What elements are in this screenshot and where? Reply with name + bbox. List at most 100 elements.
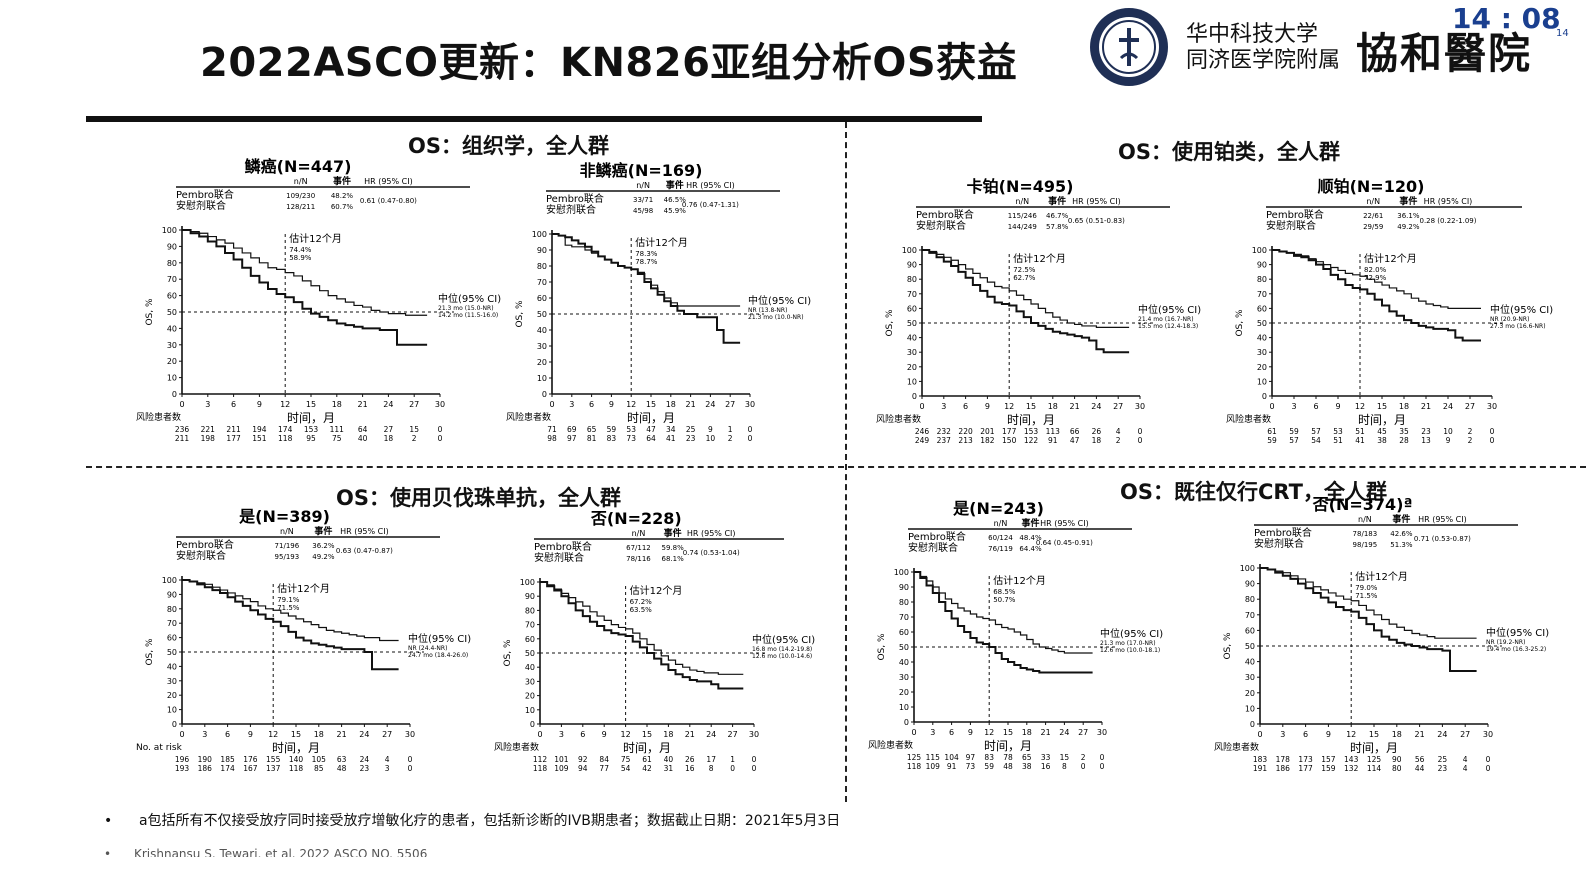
- risk-count: 41: [1355, 436, 1365, 445]
- risk-count: 59: [1289, 427, 1299, 436]
- km-plot-cisplatin: 顺铂(N=120)n/N 事件 HR (95% CI)Pembro联合 22/61 36…: [1226, 177, 1553, 445]
- risk-count: 150: [1002, 436, 1017, 445]
- risk-count: 0: [1138, 427, 1143, 436]
- risk-count: 0: [408, 764, 413, 773]
- legend-header: HR (95% CI): [364, 177, 413, 186]
- legend-label: Pembro联合: [546, 192, 604, 205]
- y-tick-label: 40: [537, 326, 547, 335]
- risk-count: 2: [728, 434, 733, 443]
- median-value: 21.4 mo (16.7-NR): [1138, 316, 1194, 323]
- y-tick-label: 70: [537, 278, 547, 287]
- risk-count: 91: [947, 762, 957, 771]
- risk-count: 48: [1003, 762, 1013, 771]
- risk-count: 26: [685, 755, 695, 764]
- landmark-value: 72.9%: [1364, 274, 1387, 282]
- x-tick-label: 9: [1326, 730, 1331, 739]
- risk-count: 125: [907, 753, 922, 762]
- footnote-reference: • Krishnansu S. Tewari, et al. 2022 ASCO…: [104, 847, 427, 857]
- x-tick-label: 0: [919, 402, 924, 411]
- x-tick-label: 21: [1041, 728, 1051, 737]
- risk-count: 45: [1377, 427, 1387, 436]
- y-tick-label: 80: [907, 275, 917, 284]
- y-axis-label: OS, %: [1235, 309, 1245, 337]
- legend-header: HR (95% CI): [340, 527, 389, 536]
- legend-header: n/N: [294, 177, 308, 186]
- y-tick-label: 80: [537, 262, 547, 271]
- median-label: 中位(95% CI): [1490, 303, 1553, 316]
- y-tick-label: 80: [167, 605, 177, 614]
- risk-count: 51: [1333, 436, 1343, 445]
- y-tick-label: 30: [167, 341, 177, 350]
- legend-nN: 109/230: [286, 192, 315, 200]
- landmark-value: 74.4%: [289, 246, 312, 254]
- risk-count: 177: [1002, 427, 1017, 436]
- x-tick-label: 9: [248, 730, 253, 739]
- x-tick-label: 30: [1097, 728, 1107, 737]
- series-line: [1260, 567, 1477, 672]
- risk-count: 23: [686, 434, 696, 443]
- legend-header: HR (95% CI): [686, 181, 735, 190]
- x-tick-label: 3: [1280, 730, 1285, 739]
- legend-label: 安慰剂联合: [916, 219, 966, 232]
- risk-count: 4: [1116, 427, 1121, 436]
- legend-nN: 98/195: [1353, 541, 1378, 549]
- reference-text: Krishnansu S. Tewari, et al. 2022 ASCO N…: [133, 847, 428, 857]
- x-tick-label: 27: [1465, 402, 1475, 411]
- x-tick-label: 6: [225, 730, 230, 739]
- risk-count: 65: [1022, 753, 1032, 762]
- risk-count: 53: [626, 425, 636, 434]
- landmark-value: 78.7%: [635, 258, 658, 266]
- risk-count: 10: [706, 434, 716, 443]
- series-line: [922, 249, 1130, 354]
- risk-table-label: 风险患者数: [1214, 741, 1259, 753]
- median-label: 中位(95% CI): [1486, 626, 1549, 639]
- risk-count: 140: [289, 755, 304, 764]
- legend-nN: 78/116: [626, 555, 651, 563]
- risk-count: 176: [243, 755, 258, 764]
- y-tick-label: 20: [907, 363, 917, 372]
- y-tick-label: 10: [1245, 704, 1255, 713]
- y-tick-label: 60: [1245, 626, 1255, 635]
- y-tick-label: 90: [899, 583, 909, 592]
- risk-table-label: No. at risk: [136, 743, 183, 753]
- y-tick-label: 70: [907, 290, 917, 299]
- horizontal-divider: [86, 466, 1586, 468]
- slide-title: 2022ASCO更新：KN826亚组分析OS获益: [200, 40, 1018, 86]
- legend-events: 48.4%: [1019, 534, 1042, 542]
- y-tick-label: 70: [899, 613, 909, 622]
- risk-count: 0: [1490, 427, 1495, 436]
- x-axis-label: 时间，月: [287, 411, 335, 425]
- legend-label: Pembro联合: [908, 530, 966, 543]
- y-tick-label: 80: [1257, 275, 1267, 284]
- x-tick-label: 24: [1059, 728, 1069, 737]
- y-tick-label: 10: [899, 703, 909, 712]
- y-tick-label: 30: [907, 348, 917, 357]
- landmark-value: 63.5%: [630, 606, 653, 614]
- x-tick-label: 3: [205, 400, 210, 409]
- legend-nN: 115/246: [1008, 212, 1038, 220]
- risk-count: 97: [966, 753, 976, 762]
- x-tick-label: 12: [1355, 402, 1365, 411]
- y-tick-label: 10: [537, 374, 547, 383]
- landmark-value: 58.9%: [289, 254, 312, 262]
- x-tick-label: 18: [332, 400, 342, 409]
- x-tick-label: 9: [609, 400, 614, 409]
- legend-label: Pembro联合: [176, 538, 234, 551]
- legend-header: HR (95% CI): [1418, 515, 1467, 524]
- series-line: [182, 579, 399, 642]
- risk-count: 194: [252, 425, 267, 434]
- risk-count: 8: [1062, 762, 1067, 771]
- risk-count: 61: [642, 755, 652, 764]
- risk-count: 26: [1092, 427, 1102, 436]
- x-tick-label: 3: [1291, 402, 1296, 411]
- x-tick-label: 18: [663, 730, 673, 739]
- x-tick-label: 0: [179, 730, 184, 739]
- x-tick-label: 30: [405, 730, 415, 739]
- risk-count: 23: [1421, 427, 1431, 436]
- risk-count: 0: [438, 425, 443, 434]
- y-tick-label: 30: [1245, 673, 1255, 682]
- risk-count: 232: [937, 427, 952, 436]
- panel-title: 是(N=389): [238, 507, 330, 526]
- x-tick-label: 15: [291, 730, 301, 739]
- legend-nN: 29/59: [1363, 223, 1383, 231]
